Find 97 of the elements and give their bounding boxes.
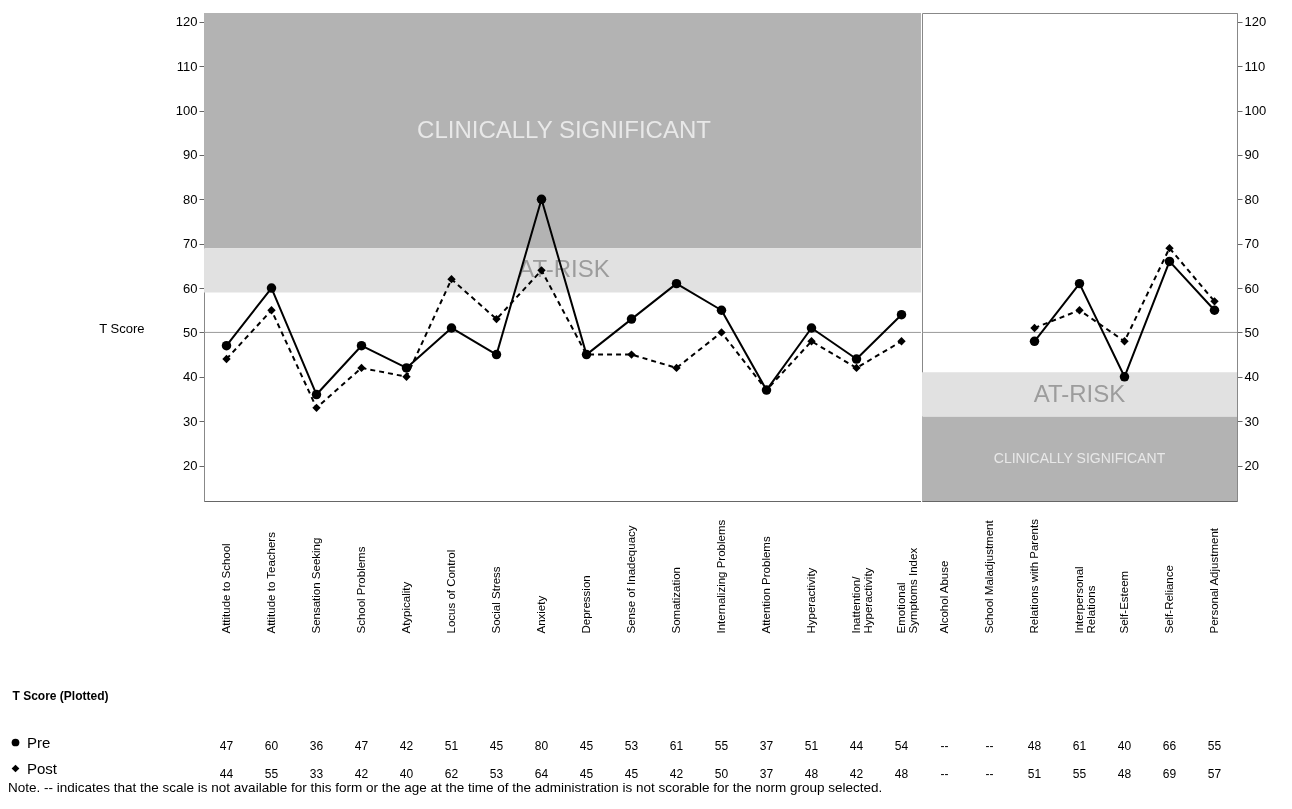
text: T Score (Plotted) — [12, 688, 109, 703]
data-label: 61 — [669, 739, 684, 753]
x-tick-label: Alcohol Abuse — [937, 560, 950, 634]
x-tick-label: Inattention/ Hyperactivity — [849, 567, 874, 634]
x-tick-label: Self-Esteem — [1117, 570, 1130, 634]
data-label: 45 — [579, 767, 594, 781]
x-tick-label: Relations with Parents — [1027, 518, 1040, 634]
data-label: 45 — [624, 767, 639, 781]
y-tick-label: 60 — [183, 280, 198, 296]
data-label: 42 — [669, 767, 684, 781]
x-tick-label: Attitude to Teachers — [264, 531, 277, 634]
data-label: 45 — [489, 739, 504, 753]
x-tick-label: Emotional Symptoms Index — [894, 547, 919, 634]
x-tick-label: Self-Reliance — [1162, 565, 1175, 634]
data-label: 48 — [894, 767, 909, 781]
y-tick-label: 90 — [183, 147, 198, 163]
x-tick-label: Internalizing Problems — [714, 519, 727, 634]
data-label: 42 — [399, 739, 414, 753]
x-tick-label: Atypicality — [399, 581, 412, 634]
legend-label: Post — [27, 759, 58, 777]
data-label: 69 — [1162, 767, 1177, 781]
data-label: 47 — [219, 739, 234, 753]
data-label: 37 — [759, 739, 774, 753]
y-tick-label: 30 — [183, 413, 198, 429]
y-tick-label: 80 — [183, 191, 198, 207]
data-label: 48 — [804, 767, 819, 781]
data-label: 37 — [759, 767, 774, 781]
data-label: 57 — [1207, 767, 1222, 781]
data-label: 61 — [1072, 739, 1087, 753]
y-tick-label: 100 — [1244, 103, 1267, 119]
y-axis-title: T Score — [99, 320, 145, 336]
data-label: 62 — [444, 767, 459, 781]
y-tick-label: 60 — [1244, 280, 1259, 296]
data-label: 47 — [354, 739, 369, 753]
data-label: 51 — [1027, 767, 1042, 781]
data-label: 55 — [1072, 767, 1087, 781]
data-label: 51 — [444, 739, 459, 753]
data-label: 48 — [1027, 739, 1042, 753]
y-tick-label: 40 — [183, 369, 198, 385]
y-tick-label: 110 — [176, 58, 198, 74]
data-label: 50 — [714, 767, 729, 781]
x-tick-label: Social Stress — [489, 566, 502, 634]
data-label: 66 — [1162, 739, 1177, 753]
x-tick-label: Attitude to School — [219, 543, 232, 634]
y-tick-label: 80 — [1244, 191, 1259, 207]
y-tick-label: 90 — [1244, 147, 1259, 163]
y-tick-label: 20 — [1244, 458, 1259, 474]
data-label: 40 — [1117, 739, 1132, 753]
data-label: 55 — [1207, 739, 1222, 753]
y-tick-label: 30 — [1244, 413, 1259, 429]
x-tick-label: Attention Problems — [759, 536, 772, 634]
text: -- — [985, 739, 994, 753]
y-tick-label: 110 — [1244, 58, 1266, 74]
data-label: 55 — [264, 767, 279, 781]
y-tick-label: 120 — [1244, 14, 1267, 30]
x-tick-label: Depression — [579, 575, 592, 634]
data-label: 44 — [219, 767, 234, 781]
y-tick-label: 40 — [1244, 369, 1259, 385]
data-label: 36 — [309, 739, 324, 753]
x-tick-label: Somatization — [669, 567, 682, 634]
y-tick-label: 70 — [1244, 236, 1259, 252]
x-tick-label: Interpersonal Relations — [1072, 566, 1097, 634]
y-tick-label: 100 — [175, 103, 198, 119]
y-tick-label: 70 — [183, 236, 198, 252]
x-tick-label: Personal Adjustment — [1207, 527, 1220, 634]
band-label: AT-RISK — [1033, 379, 1126, 407]
data-label: 54 — [894, 739, 909, 753]
text: Note. -- indicates that the scale is not available for this form or the age at the time of the administration is not scorable for the norm group selected. — [8, 780, 884, 795]
x-tick-label: Locus of Control — [444, 549, 457, 634]
x-tick-label: School Problems — [354, 546, 367, 634]
text: -- — [940, 767, 949, 781]
data-label: 55 — [714, 739, 729, 753]
text: -- — [985, 767, 994, 781]
y-tick-label: 50 — [1244, 324, 1259, 340]
x-tick-label: Sensation Seeking — [309, 537, 322, 634]
y-tick-label: 120 — [175, 14, 198, 30]
data-label: 42 — [849, 767, 864, 781]
x-tick-label: Anxiety — [534, 595, 547, 634]
x-tick-label: Hyperactivity — [804, 567, 817, 634]
x-tick-label: Sense of Inadequacy — [624, 525, 637, 634]
data-label: 80 — [534, 739, 549, 753]
data-label: 51 — [804, 739, 819, 753]
y-tick-label: 20 — [183, 458, 198, 474]
text: -- — [940, 739, 949, 753]
data-label: 53 — [489, 767, 504, 781]
data-label: 53 — [624, 739, 639, 753]
data-label: 48 — [1117, 767, 1132, 781]
data-label: 64 — [534, 767, 549, 781]
data-label: 40 — [399, 767, 414, 781]
data-label: 42 — [354, 767, 369, 781]
data-label: 44 — [849, 739, 864, 753]
x-tick-label: School Maladjustment — [982, 519, 995, 634]
data-label: 45 — [579, 739, 594, 753]
y-tick-label: 50 — [183, 324, 198, 340]
data-label: 60 — [264, 739, 279, 753]
data-label: 33 — [309, 767, 324, 781]
legend-label: Pre — [27, 733, 51, 751]
